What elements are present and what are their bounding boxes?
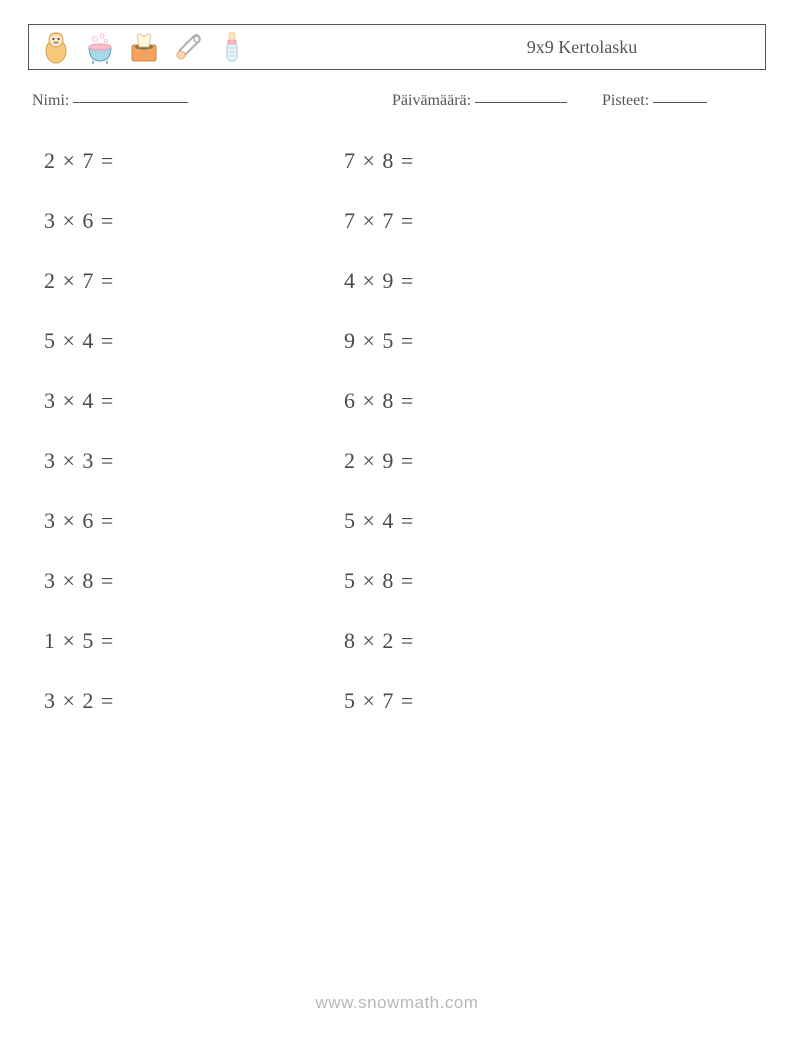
worksheet-title: 9x9 Kertolasku <box>249 37 755 58</box>
problem: 3 × 4 = <box>44 388 344 414</box>
problem: 3 × 8 = <box>44 568 344 594</box>
date-blank <box>475 102 567 103</box>
tissue-box-icon <box>127 29 161 65</box>
problem: 1 × 5 = <box>44 628 344 654</box>
baby-swaddle-icon <box>39 29 73 65</box>
safety-pin-icon <box>171 29 205 65</box>
info-row: Nimi: Päivämäärä: Pisteet: <box>28 92 766 110</box>
date-field: Päivämäärä: <box>392 92 602 110</box>
problem: 9 × 5 = <box>344 328 644 354</box>
problem: 4 × 9 = <box>344 268 644 294</box>
bathtub-icon <box>83 29 117 65</box>
problems-col-2: 7 × 8 = 7 × 7 = 4 × 9 = 9 × 5 = 6 × 8 = 2 × 9… <box>344 148 644 714</box>
problem: 5 × 8 = <box>344 568 644 594</box>
score-blank <box>653 102 707 103</box>
problem: 6 × 8 = <box>344 388 644 414</box>
problem: 7 × 8 = <box>344 148 644 174</box>
problem: 3 × 6 = <box>44 508 344 534</box>
name-label: Nimi: <box>32 92 69 109</box>
score-label: Pisteet: <box>602 92 649 109</box>
name-blank <box>73 102 188 103</box>
problem: 7 × 7 = <box>344 208 644 234</box>
problem: 2 × 7 = <box>44 268 344 294</box>
footer-watermark: www.snowmath.com <box>0 993 794 1013</box>
problems-col-1: 2 × 7 = 3 × 6 = 2 × 7 = 5 × 4 = 3 × 4 = 3 × 3… <box>44 148 344 714</box>
problem: 2 × 7 = <box>44 148 344 174</box>
problem: 3 × 3 = <box>44 448 344 474</box>
problem: 3 × 6 = <box>44 208 344 234</box>
date-label: Päivämäärä: <box>392 92 471 109</box>
header-icons <box>39 29 249 65</box>
problem: 3 × 2 = <box>44 688 344 714</box>
baby-bottle-icon <box>215 29 249 65</box>
problem: 8 × 2 = <box>344 628 644 654</box>
problem: 5 × 4 = <box>44 328 344 354</box>
name-field: Nimi: <box>32 92 392 110</box>
score-field: Pisteet: <box>602 92 762 110</box>
problems-grid: 2 × 7 = 3 × 6 = 2 × 7 = 5 × 4 = 3 × 4 = 3 × 3… <box>28 148 766 714</box>
problem: 2 × 9 = <box>344 448 644 474</box>
worksheet-header: 9x9 Kertolasku <box>28 24 766 70</box>
problem: 5 × 7 = <box>344 688 644 714</box>
problem: 5 × 4 = <box>344 508 644 534</box>
